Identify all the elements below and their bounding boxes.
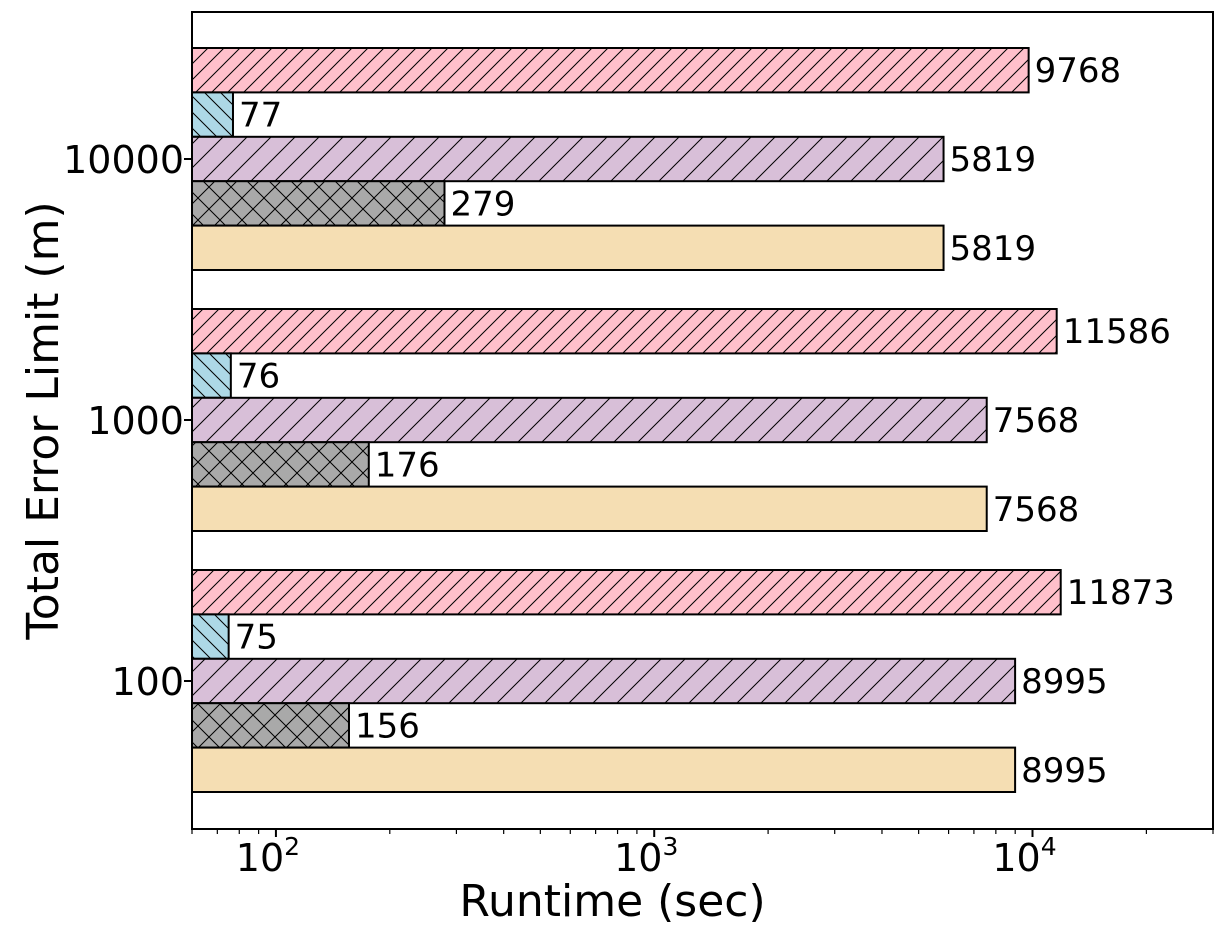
data-label-100-s1: 11873 [1067,573,1175,613]
bar-100-s5 [192,747,1016,792]
data-label-10000-s1: 9768 [1035,51,1122,91]
bar-hatch-1000-s1 [192,309,1057,354]
bar-hatch-100-s2 [192,614,229,659]
bar-hatch-1000-s2 [192,353,231,398]
data-label-1000-s4: 176 [375,445,440,485]
data-label-10000-s5: 5819 [950,229,1037,269]
y-tick-label-10000: 10000 [63,138,184,182]
data-label-10000-s3: 5819 [950,140,1037,180]
bar-hatch-10000-s1 [192,48,1029,93]
data-label-10000-s4: 279 [450,184,515,224]
bar-hatch-1000-s4 [192,442,369,487]
x-axis-title: Runtime (sec) [459,876,765,927]
x-tick-label-100: 102 [236,832,300,880]
bar-hatch-10000-s2 [192,92,233,137]
data-label-1000-s2: 76 [237,357,280,397]
data-label-100-s2: 75 [235,618,278,658]
bar-hatch-100-s3 [192,658,1016,704]
bar-1000-s5 [192,486,987,531]
bar-hatch-10000-s4 [192,181,445,226]
bar-hatch-100-s1 [192,570,1061,615]
y-axis-title: Total Error Limit (m) [18,201,69,640]
bar-hatch-100-s4 [192,703,349,748]
y-tick-label-100: 100 [111,660,184,704]
x-tick-label-10000: 104 [992,832,1056,880]
data-label-100-s5: 8995 [1021,751,1108,791]
bar-hatch-1000-s3 [192,397,987,443]
data-label-100-s4: 156 [355,706,420,746]
bar-10000-s5 [192,225,944,270]
data-label-1000-s1: 11586 [1063,312,1171,352]
x-tick-label-1000: 103 [614,832,678,880]
bar-hatch-10000-s3 [192,136,944,182]
data-label-100-s3: 8995 [1021,662,1108,702]
y-tick-label-1000: 1000 [87,399,184,443]
data-label-1000-s3: 7568 [993,401,1080,441]
data-label-1000-s5: 7568 [993,490,1080,530]
data-label-10000-s2: 77 [239,96,282,136]
